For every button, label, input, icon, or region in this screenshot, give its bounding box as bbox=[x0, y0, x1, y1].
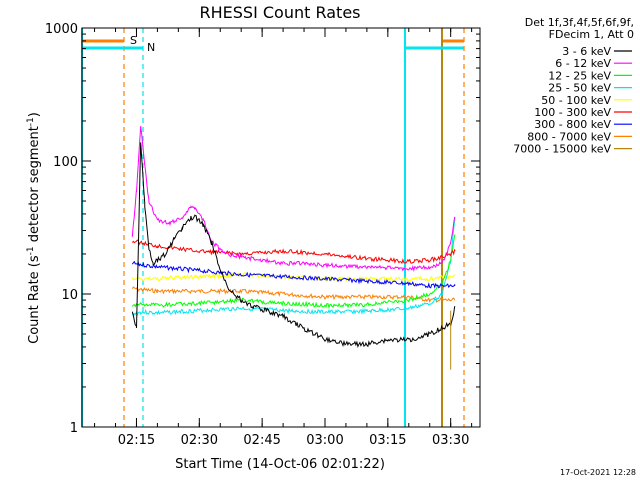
x-tick-label: 03:00 bbox=[306, 433, 343, 448]
legend-label: 50 - 100 keV bbox=[541, 94, 611, 107]
legend-header-line-2: FDecim 1, Att 0 bbox=[549, 28, 634, 41]
y-axis-label: Count Rate (s-1 detector segment-1) bbox=[26, 112, 42, 344]
x-axis: 02:15 02:30 02:45 03:00 03:15 03:30 bbox=[94, 28, 473, 448]
y-tick-label: 1000 bbox=[45, 22, 78, 37]
legend-label: 800 - 7000 keV bbox=[527, 130, 611, 143]
legend-header: Det 1f,3f,4f,5f,6f,9f, FDecim 1, Att 0 bbox=[525, 16, 634, 41]
legend-label: 100 - 300 keV bbox=[534, 106, 611, 119]
y-tick-label: 10 bbox=[61, 288, 78, 303]
y-tick-label: 100 bbox=[53, 155, 78, 170]
series-line bbox=[131, 142, 456, 349]
series-line bbox=[131, 126, 456, 272]
series-line bbox=[131, 260, 456, 289]
legend-label: 25 - 50 keV bbox=[548, 82, 611, 95]
flag-label-n: N bbox=[147, 41, 155, 54]
series-line bbox=[131, 286, 456, 304]
x-tick-label: 02:30 bbox=[181, 433, 218, 448]
y-axis: 1 10 100 1000 bbox=[45, 22, 480, 436]
series-line bbox=[131, 216, 456, 318]
series-line bbox=[131, 234, 456, 310]
legend-label: 6 - 12 keV bbox=[555, 57, 611, 70]
x-tick-label: 03:30 bbox=[432, 433, 469, 448]
x-tick-label: 03:15 bbox=[369, 433, 406, 448]
legend-label: 300 - 800 keV bbox=[534, 118, 611, 131]
legend-label: 12 - 25 keV bbox=[548, 69, 611, 82]
legend-header-line-1: Det 1f,3f,4f,5f,6f,9f, bbox=[525, 16, 634, 29]
x-tick-label: 02:45 bbox=[243, 433, 280, 448]
timestamp: 17-Oct-2021 12:28 bbox=[560, 468, 636, 477]
series-layer bbox=[131, 126, 456, 370]
x-tick-label: 02:15 bbox=[118, 433, 155, 448]
legend-label: 3 - 6 keV bbox=[562, 45, 611, 58]
y-tick-label: 1 bbox=[70, 421, 78, 436]
legend-label: 7000 - 15000 keV bbox=[513, 143, 611, 156]
plot-frame bbox=[81, 27, 481, 428]
chart-title: RHESSI Count Rates bbox=[200, 3, 361, 22]
x-axis-label: Start Time (14-Oct-06 02:01:22) bbox=[175, 457, 385, 472]
flag-label-s: S bbox=[130, 34, 137, 47]
series-line bbox=[131, 239, 456, 265]
